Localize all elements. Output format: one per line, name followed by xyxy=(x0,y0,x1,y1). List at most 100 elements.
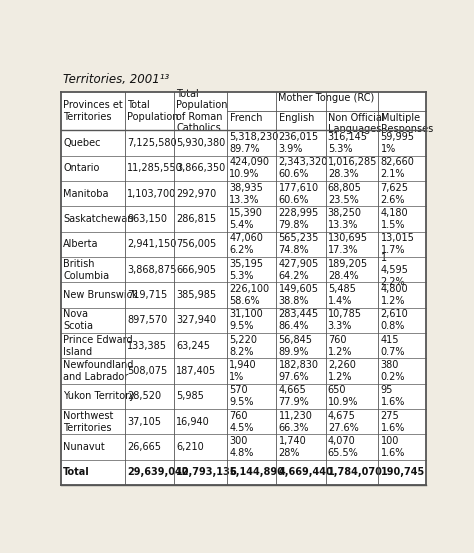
Text: 189,205
28.4%: 189,205 28.4% xyxy=(328,259,368,280)
Text: 1
4,595
2.2%: 1 4,595 2.2% xyxy=(381,253,409,286)
Text: 666,905: 666,905 xyxy=(176,264,216,275)
Text: 10,785
3.3%: 10,785 3.3% xyxy=(328,309,362,331)
Text: Multiple
Responses: Multiple Responses xyxy=(382,113,434,134)
Text: Total
Population: Total Population xyxy=(127,100,179,122)
Text: Territories, 2001¹³: Territories, 2001¹³ xyxy=(63,73,169,86)
Text: 16,940: 16,940 xyxy=(176,416,210,426)
Text: 427,905
64.2%: 427,905 64.2% xyxy=(279,259,319,280)
Text: Total
Population
of Roman
Catholics: Total Population of Roman Catholics xyxy=(176,88,228,133)
Text: 963,150: 963,150 xyxy=(127,214,167,224)
Text: 228,995
79.8%: 228,995 79.8% xyxy=(279,208,319,230)
Text: 719,715: 719,715 xyxy=(127,290,167,300)
Text: Newfoundland
and Labrador: Newfoundland and Labrador xyxy=(64,360,134,382)
Text: 2,260
1.2%: 2,260 1.2% xyxy=(328,360,356,382)
Text: 190,745: 190,745 xyxy=(381,467,425,477)
Text: 897,570: 897,570 xyxy=(127,315,167,325)
Text: Nunavut: Nunavut xyxy=(64,442,105,452)
Text: 424,090
10.9%: 424,090 10.9% xyxy=(229,157,269,179)
Text: 13,015
1.7%: 13,015 1.7% xyxy=(381,233,415,255)
Text: 47,060
6.2%: 47,060 6.2% xyxy=(229,233,263,255)
Text: 37,105: 37,105 xyxy=(127,416,161,426)
Text: 182,830
97.6%: 182,830 97.6% xyxy=(279,360,319,382)
Text: 316,145
5.3%: 316,145 5.3% xyxy=(328,132,368,154)
Text: 35,195
5.3%: 35,195 5.3% xyxy=(229,259,263,280)
Text: 68,805
23.5%: 68,805 23.5% xyxy=(328,182,362,205)
Text: 133,385: 133,385 xyxy=(127,341,167,351)
Text: Saskatchewan: Saskatchewan xyxy=(64,214,134,224)
Text: 5,220
8.2%: 5,220 8.2% xyxy=(229,335,257,357)
Text: Alberta: Alberta xyxy=(64,239,99,249)
Text: Quebec: Quebec xyxy=(64,138,101,148)
Text: 385,985: 385,985 xyxy=(176,290,217,300)
Text: 2,343,320
60.6%: 2,343,320 60.6% xyxy=(279,157,328,179)
Text: Total: Total xyxy=(64,467,90,477)
Text: 570
9.5%: 570 9.5% xyxy=(229,385,254,407)
Text: Yukon Territory: Yukon Territory xyxy=(64,392,135,401)
Text: Provinces et
Territories: Provinces et Territories xyxy=(64,100,123,122)
Text: 760
1.2%: 760 1.2% xyxy=(328,335,352,357)
Text: 15,390
5.4%: 15,390 5.4% xyxy=(229,208,263,230)
Text: 5,318,230
89.7%: 5,318,230 89.7% xyxy=(229,132,279,154)
Text: 5,930,380: 5,930,380 xyxy=(176,138,226,148)
Text: 12,793,135: 12,793,135 xyxy=(176,467,238,477)
Text: Northwest
Territories: Northwest Territories xyxy=(64,410,114,432)
Text: 95
1.6%: 95 1.6% xyxy=(381,385,405,407)
Text: 7,125,580: 7,125,580 xyxy=(127,138,177,148)
Text: 38,935
13.3%: 38,935 13.3% xyxy=(229,182,263,205)
Text: 275
1.6%: 275 1.6% xyxy=(381,410,405,432)
Text: 28,520: 28,520 xyxy=(127,392,161,401)
Text: 1,784,070: 1,784,070 xyxy=(328,467,383,477)
Text: 4,675
27.6%: 4,675 27.6% xyxy=(328,410,358,432)
Text: 4,070
65.5%: 4,070 65.5% xyxy=(328,436,358,458)
Text: 300
4.8%: 300 4.8% xyxy=(229,436,254,458)
Text: 380
0.2%: 380 0.2% xyxy=(381,360,405,382)
Text: 59,995
1%: 59,995 1% xyxy=(381,132,415,154)
Text: 286,815: 286,815 xyxy=(176,214,217,224)
Text: 327,940: 327,940 xyxy=(176,315,217,325)
Text: 26,665: 26,665 xyxy=(127,442,161,452)
Text: 236,015
3.9%: 236,015 3.9% xyxy=(279,132,319,154)
Text: 760
4.5%: 760 4.5% xyxy=(229,410,254,432)
Text: 283,445
86.4%: 283,445 86.4% xyxy=(279,309,319,331)
Text: 2,941,150: 2,941,150 xyxy=(127,239,176,249)
Text: 31,100
9.5%: 31,100 9.5% xyxy=(229,309,263,331)
Text: 130,695
17.3%: 130,695 17.3% xyxy=(328,233,368,255)
Text: 508,075: 508,075 xyxy=(127,366,167,376)
Text: 100
1.6%: 100 1.6% xyxy=(381,436,405,458)
Text: Mother Tongue (RC): Mother Tongue (RC) xyxy=(278,93,374,103)
Text: 38,250
13.3%: 38,250 13.3% xyxy=(328,208,362,230)
Text: 3,868,875: 3,868,875 xyxy=(127,264,176,275)
Text: 7,625
2.6%: 7,625 2.6% xyxy=(381,182,409,205)
Text: 11,285,550: 11,285,550 xyxy=(127,163,183,173)
Text: 5,485
1.4%: 5,485 1.4% xyxy=(328,284,356,306)
Text: 226,100
58.6%: 226,100 58.6% xyxy=(229,284,269,306)
Text: 149,605
38.8%: 149,605 38.8% xyxy=(279,284,319,306)
Text: 565,235
74.8%: 565,235 74.8% xyxy=(279,233,319,255)
Text: Manitoba: Manitoba xyxy=(64,189,109,199)
Text: British
Columbia: British Columbia xyxy=(64,259,109,280)
Text: 4,800
1.2%: 4,800 1.2% xyxy=(381,284,408,306)
Text: 292,970: 292,970 xyxy=(176,189,217,199)
Text: 4,180
1.5%: 4,180 1.5% xyxy=(381,208,408,230)
Text: 187,405: 187,405 xyxy=(176,366,217,376)
Text: 63,245: 63,245 xyxy=(176,341,210,351)
Text: Ontario: Ontario xyxy=(64,163,100,173)
Text: 2,610
0.8%: 2,610 0.8% xyxy=(381,309,409,331)
Text: Nova
Scotia: Nova Scotia xyxy=(64,309,93,331)
Text: Non Official
Languages: Non Official Languages xyxy=(328,113,385,134)
Text: 11,230
66.3%: 11,230 66.3% xyxy=(279,410,312,432)
Text: 5,985: 5,985 xyxy=(176,392,204,401)
Text: 4,665
77.9%: 4,665 77.9% xyxy=(279,385,309,407)
Text: 4,669,440: 4,669,440 xyxy=(279,467,333,477)
Text: 56,845
89.9%: 56,845 89.9% xyxy=(279,335,312,357)
Text: 415
0.7%: 415 0.7% xyxy=(381,335,405,357)
Text: Prince Edward
Island: Prince Edward Island xyxy=(64,335,133,357)
Text: 177,610
60.6%: 177,610 60.6% xyxy=(279,182,319,205)
Text: 3,866,350: 3,866,350 xyxy=(176,163,226,173)
Text: 1,940
1%: 1,940 1% xyxy=(229,360,257,382)
Text: New Brunswick: New Brunswick xyxy=(64,290,138,300)
Text: 6,144,890: 6,144,890 xyxy=(229,467,284,477)
Text: 1,016,285
28.3%: 1,016,285 28.3% xyxy=(328,157,377,179)
Text: 1,103,700: 1,103,700 xyxy=(127,189,176,199)
Text: 29,639,040: 29,639,040 xyxy=(127,467,189,477)
